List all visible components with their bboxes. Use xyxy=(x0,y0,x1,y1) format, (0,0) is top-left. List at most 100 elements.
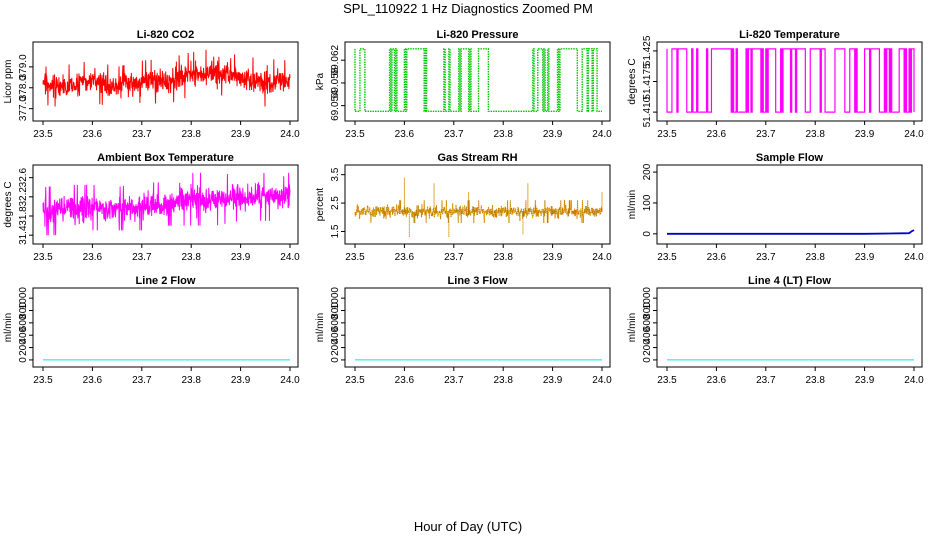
y-tick-label: 800 xyxy=(642,302,653,319)
x-tick-label: 23.6 xyxy=(395,375,415,386)
figure-title: SPL_110922 1 Hz Diagnostics Zoomed PM xyxy=(343,1,593,16)
x-tick-label: 23.8 xyxy=(493,375,513,386)
y-axis-label: ml/min xyxy=(3,313,14,342)
x-tick-label: 24.0 xyxy=(592,129,612,140)
panel-title: Line 2 Flow xyxy=(136,275,196,287)
panel-9: Line 4 (LT) Flow 23.5 23.6 23.7 23.8 23.9 24.0… xyxy=(627,275,924,386)
x-tick-label: 23.5 xyxy=(345,129,365,140)
x-tick-label: 23.7 xyxy=(756,252,776,263)
x-tick-label: 23.7 xyxy=(444,129,464,140)
x-tick-label: 24.0 xyxy=(280,375,300,386)
x-tick-label: 24.0 xyxy=(592,252,612,263)
plot-frame xyxy=(32,287,299,368)
y-tick-label: 2.5 xyxy=(330,196,341,210)
plot-frame xyxy=(32,164,299,245)
y-tick-label: 0 xyxy=(642,231,653,237)
y-tick-label: 200 xyxy=(18,339,29,356)
y-tick-label: 69.054 xyxy=(330,90,341,121)
plot-frame xyxy=(344,41,611,122)
panel-title: Gas Stream RH xyxy=(437,152,517,164)
y-tick-label: 0 xyxy=(330,357,341,363)
x-tick-label: 23.7 xyxy=(132,129,152,140)
x-tick-label: 23.6 xyxy=(395,252,415,263)
x-tick-label: 23.5 xyxy=(33,252,53,263)
y-tick-label: 378.0 xyxy=(18,75,29,100)
y-tick-label: 600 xyxy=(18,314,29,331)
x-tick-label: 24.0 xyxy=(904,129,924,140)
x-tick-label: 23.9 xyxy=(543,252,563,263)
plot-frame xyxy=(656,287,923,368)
plot-frame xyxy=(656,164,923,245)
y-tick-label: 379.0 xyxy=(18,54,29,79)
x-tick-label: 23.5 xyxy=(657,252,677,263)
series-line xyxy=(666,48,915,113)
x-tick-label: 23.5 xyxy=(657,375,677,386)
x-tick-label: 23.9 xyxy=(855,252,875,263)
panel-6: Sample Flow 23.5 23.6 23.7 23.8 23.9 24.0 0 100 2… xyxy=(627,152,924,263)
y-tick-label: 51.425 xyxy=(642,35,653,66)
x-tick-label: 23.7 xyxy=(444,252,464,263)
y-tick-label: 0 xyxy=(18,357,29,363)
y-tick-label: 100 xyxy=(642,194,653,211)
y-axis-label: ml/min xyxy=(315,313,326,342)
x-tick-label: 23.6 xyxy=(707,375,727,386)
panel-title: Line 4 (LT) Flow xyxy=(748,275,831,287)
y-tick-label: 377.0 xyxy=(18,96,29,121)
y-tick-label: 200 xyxy=(330,339,341,356)
y-tick-label: 1.5 xyxy=(330,224,341,238)
x-tick-label: 23.8 xyxy=(805,375,825,386)
plot-area xyxy=(42,172,291,236)
x-tick-label: 23.9 xyxy=(855,375,875,386)
x-tick-label: 23.6 xyxy=(83,252,103,263)
x-tick-label: 23.6 xyxy=(707,252,727,263)
y-tick-label: 1000 xyxy=(330,287,341,310)
x-tick-label: 24.0 xyxy=(904,375,924,386)
x-tick-label: 23.7 xyxy=(132,375,152,386)
y-tick-label: 51.410 xyxy=(642,96,653,127)
x-tick-label: 23.7 xyxy=(756,129,776,140)
y-tick-label: 31.4 xyxy=(18,225,29,245)
y-tick-label: 69.062 xyxy=(330,44,341,75)
x-tick-label: 23.8 xyxy=(181,375,201,386)
y-tick-label: 600 xyxy=(330,314,341,331)
y-tick-label: 1000 xyxy=(18,287,29,310)
y-tick-label: 31.8 xyxy=(18,206,29,226)
x-tick-label: 23.6 xyxy=(395,129,415,140)
x-tick-label: 23.7 xyxy=(444,375,464,386)
y-tick-label: 32.6 xyxy=(18,167,29,187)
x-tick-label: 23.5 xyxy=(33,375,53,386)
x-tick-label: 23.8 xyxy=(181,129,201,140)
panel-title: Ambient Box Temperature xyxy=(97,152,234,164)
plot-area xyxy=(354,177,603,238)
y-tick-label: 51.4175 xyxy=(642,63,653,100)
panel-4: Ambient Box Temperature 23.5 23.6 23.7 23.8 2… xyxy=(3,152,300,263)
y-tick-label: 200 xyxy=(642,339,653,356)
panel-2: Li-820 Pressure 23.5 23.6 23.7 23.8 23.9 24.0 6… xyxy=(315,29,612,140)
x-tick-label: 24.0 xyxy=(280,129,300,140)
panel-8: Line 3 Flow 23.5 23.6 23.7 23.8 23.9 24.0 02004… xyxy=(315,275,612,386)
x-tick-label: 23.8 xyxy=(805,129,825,140)
plot-frame xyxy=(32,41,299,122)
y-axis-label: Licor ppm xyxy=(3,60,14,104)
x-tick-label: 23.5 xyxy=(657,129,677,140)
plot-frame xyxy=(344,164,611,245)
x-tick-label: 24.0 xyxy=(904,252,924,263)
x-tick-label: 23.6 xyxy=(83,129,103,140)
panel-7: Line 2 Flow 23.5 23.6 23.7 23.8 23.9 24.0 02004… xyxy=(3,275,300,386)
y-tick-label: 1000 xyxy=(642,287,653,310)
y-tick-label: 400 xyxy=(642,326,653,343)
x-tick-label: 23.9 xyxy=(231,252,251,263)
y-axis-label: percent xyxy=(315,188,326,222)
y-axis-label: ml/min xyxy=(627,313,638,342)
x-tick-label: 23.8 xyxy=(493,252,513,263)
panel-5: Gas Stream RH 23.5 23.6 23.7 23.8 23.9 24.0 1.5… xyxy=(315,152,612,263)
y-axis-label: ml/min xyxy=(627,190,638,219)
x-tick-label: 23.7 xyxy=(756,375,776,386)
panel-title: Li-820 CO2 xyxy=(137,29,194,41)
panel-title: Li-820 Temperature xyxy=(739,29,840,41)
y-tick-label: 0 xyxy=(642,357,653,363)
x-tick-label: 23.8 xyxy=(805,252,825,263)
x-tick-label: 24.0 xyxy=(592,375,612,386)
y-tick-label: 400 xyxy=(330,326,341,343)
